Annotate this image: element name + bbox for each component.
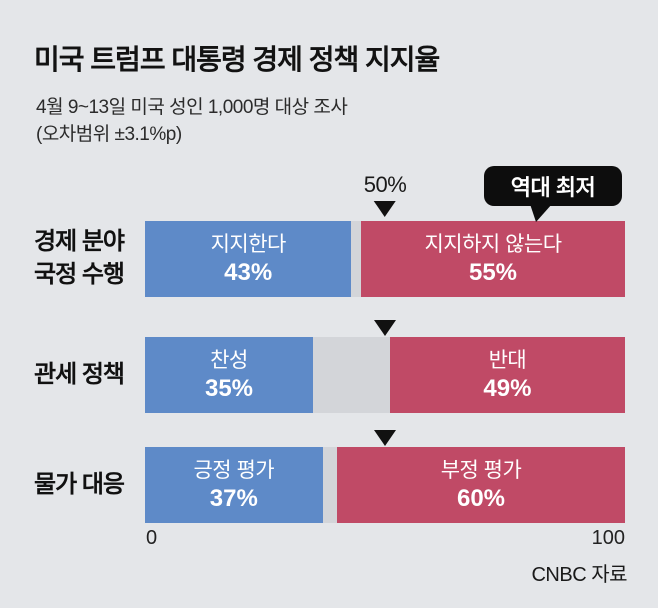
source-credit: CNBC 자료	[531, 564, 627, 586]
bar-row-tariff: 찬성 35% 반대 49%	[145, 337, 625, 413]
segment-value: 49%	[483, 374, 532, 402]
segment-value: 35%	[204, 374, 254, 402]
bar-segment-undecided	[351, 221, 361, 297]
midline-marker-row1: 50%	[364, 172, 407, 217]
segment-value: 43%	[224, 258, 273, 286]
segment-label: 지지한다	[210, 232, 287, 256]
axis-tick-min: 0	[146, 527, 158, 549]
midline-marker-row2	[374, 320, 396, 336]
subtitle-line-2: (오차범위 ±3.1%p)	[36, 124, 182, 145]
record-low-label: 역대 최저	[510, 175, 596, 200]
bar-segment-approve: 찬성 35%	[145, 337, 313, 413]
bar-segment-undecided	[322, 447, 337, 523]
bar-segment-approve: 지지한다 43%	[145, 221, 352, 297]
row-label-economy-line1: 경제 분야	[34, 228, 125, 255]
bar-row-prices: 긍정 평가 37% 부정 평가 60%	[145, 447, 625, 523]
midline-label: 50%	[363, 172, 407, 197]
segment-label: 긍정 평가	[193, 458, 275, 482]
row-label-prices: 물가 대응	[34, 471, 125, 498]
bar-segment-approve: 긍정 평가 37%	[145, 447, 323, 523]
row-label-tariff: 관세 정책	[34, 361, 125, 388]
bar-segment-undecided	[313, 337, 390, 413]
row-label-economy-line2: 국정 수행	[34, 261, 125, 288]
page-title: 미국 트럼프 대통령 경제 정책 지지율	[34, 44, 440, 75]
plot-area: 50% 지지한다 43% 지지하지 않는다 55% 찬성 35%	[145, 0, 625, 608]
segment-label: 반대	[488, 348, 527, 372]
bar-segment-disapprove: 부정 평가 60%	[337, 447, 625, 523]
bar-segment-disapprove: 반대 49%	[389, 337, 625, 413]
bar-row-economy: 지지한다 43% 지지하지 않는다 55%	[145, 221, 625, 297]
callout-tail-icon	[530, 204, 552, 222]
record-low-callout: 역대 최저	[484, 166, 622, 222]
segment-label: 찬성	[210, 348, 248, 372]
segment-label: 부정 평가	[440, 458, 522, 482]
axis-tick-max: 100	[591, 527, 625, 549]
segment-value: 60%	[456, 484, 506, 512]
down-arrow-icon	[374, 430, 396, 446]
segment-value: 55%	[468, 258, 518, 286]
segment-label: 지지하지 않는다	[424, 232, 562, 256]
chart-subtitle: 4월 9~13일 미국 성인 1,000명 대상 조사 (오차범위 ±3.1%p…	[36, 94, 348, 148]
down-arrow-icon	[373, 201, 396, 217]
row-label-economy: 경제 분야 국정 수행	[34, 225, 125, 291]
down-arrow-icon	[374, 320, 396, 336]
midline-marker-row3	[374, 430, 396, 446]
bar-segment-disapprove: 지지하지 않는다 55%	[361, 221, 625, 297]
subtitle-line-1: 4월 9~13일 미국 성인 1,000명 대상 조사	[36, 97, 348, 118]
segment-value: 37%	[209, 484, 258, 512]
